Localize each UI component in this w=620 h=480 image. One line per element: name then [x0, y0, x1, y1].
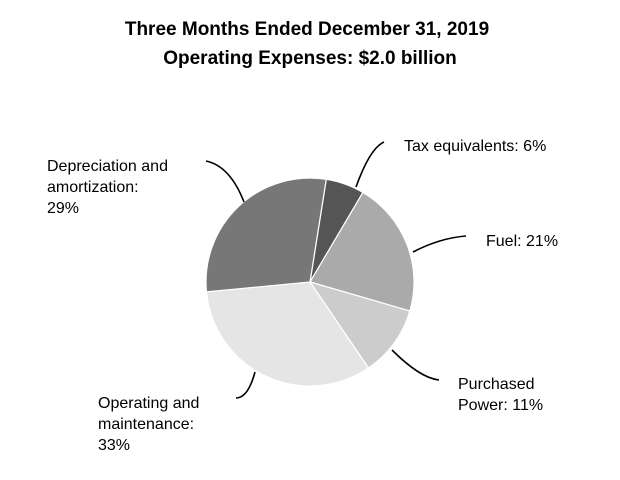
slice-label-3: Operating and maintenance: 33% [98, 395, 199, 454]
slice-label-line: Depreciation and [47, 158, 168, 175]
leader-line-2 [391, 349, 440, 381]
slice-label-4: Depreciation and amortization: 29% [47, 158, 168, 217]
pie-slices [205, 177, 415, 387]
slice-label-0: Tax equivalents: 6% [404, 138, 546, 155]
slice-label-line: 29% [47, 200, 79, 217]
pie-slice-3 [205, 281, 370, 387]
slice-label-line: Operating and [98, 395, 199, 412]
slice-label-line: maintenance: [98, 416, 194, 433]
slice-label-line: amortization: [47, 179, 139, 196]
pie-slice-2 [308, 280, 411, 369]
slice-label-line: Power: 11% [458, 397, 543, 414]
slice-label-line: 33% [98, 437, 130, 454]
slice-label-line: Purchased [458, 376, 535, 393]
leader-line-0 [355, 141, 385, 188]
pie-slice-1 [309, 191, 415, 312]
slice-labels: Tax equivalents: 6% Fuel: 21% Purchased Pow… [47, 138, 558, 454]
pie-slice-4 [205, 177, 327, 293]
leader-line-3 [235, 371, 256, 399]
leader-line-1 [412, 235, 467, 253]
chart-title: Three Months Ended December 31, 2019 [125, 19, 489, 40]
slice-label-line: Tax equivalents: 6% [404, 138, 546, 155]
leader-lines [205, 141, 467, 399]
chart-subtitle: Operating Expenses: $2.0 billion [163, 48, 457, 69]
slice-label-1: Fuel: 21% [486, 233, 558, 250]
slice-label-line: Fuel: 21% [486, 233, 558, 250]
leader-line-4 [205, 160, 245, 203]
slice-label-2: Purchased Power: 11% [458, 376, 543, 414]
